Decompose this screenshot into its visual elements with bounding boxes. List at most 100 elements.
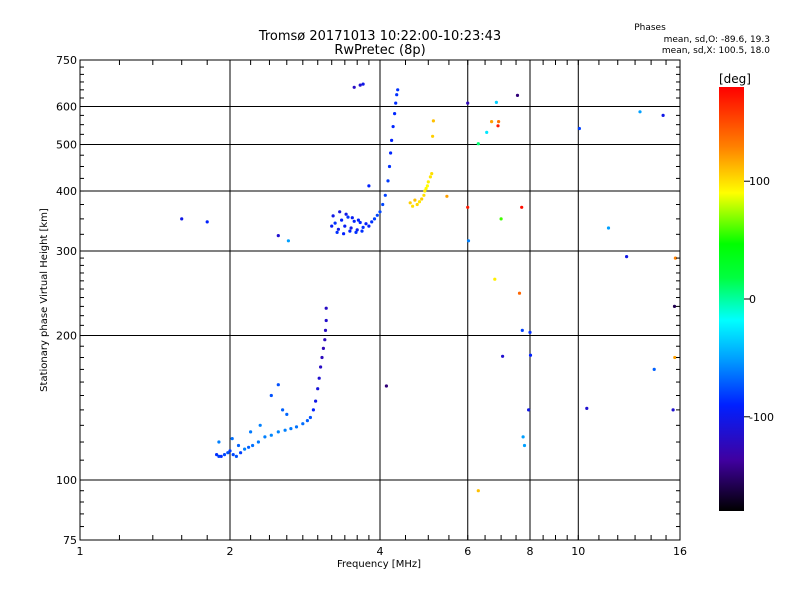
data-point	[323, 338, 327, 342]
x-axis-label: Frequency [MHz]	[337, 559, 421, 570]
x-tick-label: 6	[464, 545, 471, 558]
data-point	[390, 138, 394, 142]
data-point	[413, 198, 417, 202]
phase-info-x-mode: mean, sd,X: 100.5, 18.0	[662, 46, 770, 56]
data-point	[431, 119, 435, 123]
x-tick-label: 2	[227, 545, 234, 558]
data-point	[350, 216, 354, 220]
data-point	[330, 224, 334, 228]
data-point	[180, 217, 184, 221]
x-tick-label: 4	[377, 545, 384, 558]
data-point	[340, 218, 344, 222]
data-point	[367, 184, 371, 188]
data-point	[269, 433, 273, 437]
data-point	[528, 353, 533, 357]
data-point	[338, 210, 342, 214]
data-point	[496, 124, 500, 128]
data-point	[494, 100, 498, 104]
data-point	[367, 224, 371, 228]
data-point	[247, 445, 251, 449]
data-point	[625, 255, 629, 259]
data-point	[652, 367, 656, 371]
data-point	[420, 197, 424, 201]
data-point	[370, 220, 374, 224]
colorbar-tick-label: 0	[749, 293, 756, 306]
data-point	[239, 451, 243, 455]
data-point	[352, 219, 356, 223]
data-point	[430, 172, 434, 176]
data-point	[360, 229, 364, 233]
data-point	[423, 189, 427, 193]
data-point	[301, 422, 305, 426]
data-point	[217, 440, 221, 444]
data-point	[426, 180, 430, 184]
data-point	[256, 440, 260, 444]
data-point	[324, 318, 328, 323]
data-point	[276, 430, 280, 434]
data-point	[243, 447, 247, 451]
data-point	[577, 126, 582, 131]
data-point	[228, 449, 232, 453]
data-point	[673, 256, 678, 260]
data-point	[286, 239, 290, 243]
data-point	[249, 430, 253, 434]
data-point	[490, 120, 494, 124]
data-point	[671, 408, 675, 412]
data-point	[672, 304, 677, 308]
colorbar-tick-label: -100	[749, 411, 774, 424]
y-tick-label: 400	[56, 185, 77, 198]
data-point	[408, 201, 412, 205]
data-point	[305, 419, 309, 423]
y-tick-label: 600	[56, 101, 77, 114]
data-point	[294, 425, 299, 429]
data-point	[285, 412, 289, 416]
data-point	[316, 387, 320, 391]
y-tick-label: 75	[63, 534, 77, 547]
data-point	[234, 454, 238, 458]
data-point	[314, 399, 318, 403]
data-point	[231, 453, 235, 457]
data-point	[384, 384, 388, 388]
y-tick-label: 100	[56, 474, 77, 487]
data-point	[355, 228, 359, 232]
x-tick-label: 1	[77, 545, 84, 558]
data-point	[311, 408, 315, 412]
data-point	[389, 151, 393, 155]
colorbar-tick-label: 100	[749, 175, 770, 188]
data-point	[445, 194, 449, 198]
y-tick-label: 500	[56, 139, 77, 152]
data-point	[411, 204, 415, 208]
data-point	[499, 217, 503, 221]
data-point	[527, 408, 531, 412]
data-point	[386, 179, 390, 183]
data-point	[394, 101, 398, 105]
data-point	[308, 415, 312, 420]
data-point	[263, 435, 267, 439]
data-point	[528, 330, 532, 334]
data-point	[276, 383, 280, 387]
y-axis-label: Stationary phase Virtual Height [km]	[39, 208, 50, 392]
data-point	[361, 82, 365, 86]
data-point	[638, 110, 642, 114]
data-point	[606, 226, 611, 230]
data-point	[378, 210, 382, 214]
data-point	[333, 221, 337, 225]
data-point	[395, 93, 399, 97]
data-point	[349, 226, 353, 230]
data-point	[393, 112, 397, 116]
data-point	[331, 214, 335, 218]
data-point	[258, 423, 262, 427]
chart-subtitle: RwPretec (8p)	[334, 43, 425, 58]
data-point	[415, 202, 419, 207]
data-point	[466, 239, 471, 243]
data-point	[276, 234, 280, 238]
y-tick-label: 300	[56, 245, 77, 258]
data-point	[585, 406, 589, 410]
data-point	[381, 202, 385, 207]
data-point	[354, 230, 358, 234]
data-point	[520, 328, 524, 332]
data-point	[346, 215, 350, 219]
data-point	[391, 125, 395, 129]
data-point	[466, 205, 470, 209]
data-point	[417, 200, 422, 204]
